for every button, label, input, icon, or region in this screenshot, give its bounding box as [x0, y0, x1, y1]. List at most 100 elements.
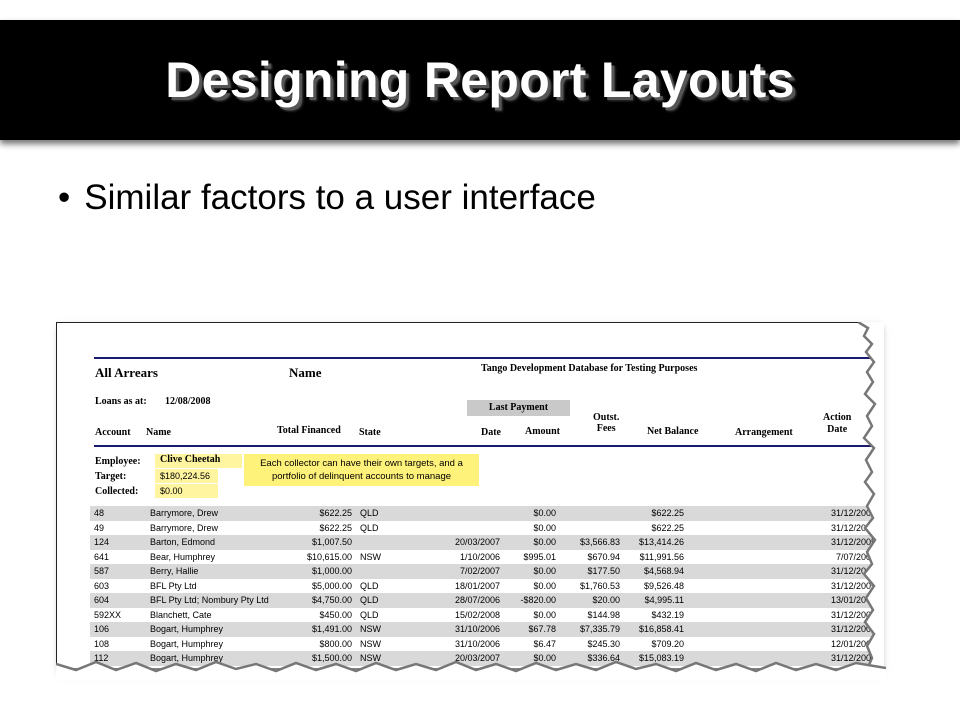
cell-financed: $1,000.00: [274, 564, 356, 579]
collected-value: $0.00: [155, 484, 218, 498]
cell-action: 31/12/2005: [830, 580, 876, 591]
cell-financed: $1,491.00: [274, 622, 356, 637]
cell-fees: [560, 521, 624, 536]
cell-name: Bogart, Humphrey: [146, 622, 274, 637]
cell-fees: $144.98: [587, 609, 620, 620]
col-amount: Amount: [525, 426, 561, 437]
cell-net: $709.20: [651, 638, 684, 649]
cell-action: 13/01/2005: [788, 593, 877, 608]
cell-action: 31/12/2005: [788, 651, 877, 666]
cell-state: QLD: [360, 609, 379, 620]
cell-amount: $0.00: [533, 609, 556, 620]
cell-name: BFL Pty Ltd; Nombury Pty Ltd: [146, 593, 274, 608]
cell-date: 20/03/2007: [442, 535, 504, 550]
cell-action: 31/12/2005: [830, 522, 876, 533]
cell-financed: $1,007.50: [274, 535, 356, 550]
table-row: 592XX Blanchett, Cate $450.00 QLD 15/02/2008…: [90, 608, 877, 623]
cell-fees: $3,566.83: [560, 535, 624, 550]
cell-arrangement: [688, 564, 788, 579]
employee-label: Employee:: [95, 456, 141, 467]
cell-amount: $6.47: [533, 638, 556, 649]
table-row: 49 Barrymore, Drew $622.25 QLD $0.00 $622.25 3…: [90, 521, 877, 536]
bullet-dot-icon: •: [58, 178, 71, 217]
table-row: 48 Barrymore, Drew $622.25 QLD $0.00 $622.25 3…: [90, 506, 877, 521]
cell-action: 31/12/2005: [830, 609, 876, 620]
cell-arrangement: [688, 651, 788, 666]
cell-net: $16,858.41: [624, 622, 688, 637]
cell-amount: $0.00: [504, 535, 560, 550]
cell-state: NSW: [360, 551, 381, 562]
cell-date: 1/10/2006: [459, 551, 500, 562]
cell-fees: $245.30: [587, 638, 620, 649]
cell-account: 48: [90, 506, 146, 521]
report-title: All Arrears: [95, 365, 158, 380]
cell-arrangement: [688, 550, 788, 565]
cell-account: 124: [90, 535, 146, 550]
cell-financed: $450.00: [319, 609, 352, 620]
last-payment-header: Last Payment: [467, 400, 570, 416]
col-total-financed: Total Financed: [277, 425, 341, 436]
table-row: 124 Barton, Edmond $1,007.50 20/03/2007 $0.0…: [90, 535, 877, 550]
cell-net: $15,083.19: [624, 651, 688, 666]
col-action-date: Action Date: [823, 412, 852, 435]
title-bar: [0, 20, 960, 140]
employee-value: Clive Cheetah: [155, 454, 242, 468]
cell-arrangement: [688, 593, 788, 608]
cell-fees: [560, 506, 624, 521]
col-arrangement: Arrangement: [735, 427, 793, 438]
cell-fees: $7,335.79: [560, 622, 624, 637]
torn-edge-right: [858, 322, 884, 672]
report-screenshot: All Arrears Name Tango Development Datab…: [56, 322, 886, 680]
cell-fees: $670.94: [587, 551, 620, 562]
cell-name: Bogart, Humphrey: [146, 651, 274, 666]
cell-name: Blanchett, Cate: [150, 609, 212, 620]
cell-name: BFL Pty Ltd: [150, 580, 197, 591]
cell-account: 49: [94, 522, 105, 533]
cell-net: $622.25: [624, 506, 688, 521]
cell-state: NSW: [360, 638, 381, 649]
cell-account: 587: [90, 564, 146, 579]
cell-name: Berry, Hallie: [146, 564, 274, 579]
cell-fees: $20.00: [560, 593, 624, 608]
cell-date: 18/01/2007: [454, 580, 500, 591]
cell-amount: $0.00: [504, 506, 560, 521]
bullet-text: Similar factors to a user interface: [84, 178, 596, 217]
target-label: Target:: [95, 471, 127, 482]
table-row: 641 Bear, Humphrey $10,615.00 NSW 1/10/2006 $…: [90, 550, 877, 565]
cell-name: Barrymore, Drew: [150, 522, 219, 533]
cell-arrangement: [688, 637, 788, 652]
cell-financed: $4,750.00: [274, 593, 356, 608]
cell-state: QLD: [356, 506, 442, 521]
cell-amount: $0.00: [533, 580, 556, 591]
cell-account: 112: [90, 651, 146, 666]
cell-name: Bear, Humphrey: [150, 551, 216, 562]
table-row: 112 Bogart, Humphrey $1,500.00 NSW 20/03/200…: [90, 651, 877, 666]
cell-action: 31/12/2005: [788, 535, 877, 550]
cell-net: $4,568.94: [624, 564, 688, 579]
cell-amount: $0.00: [504, 564, 560, 579]
col-account: Account: [95, 427, 131, 438]
cell-account: 108: [94, 638, 110, 649]
col-outst-fees: Outst. Fees: [593, 412, 620, 434]
cell-state: QLD: [360, 580, 379, 591]
cell-fees: $1,760.53: [579, 580, 620, 591]
cell-action: 12/01/2001: [830, 638, 876, 649]
cell-financed: $10,615.00: [306, 551, 352, 562]
cell-net: $622.25: [651, 522, 684, 533]
cell-date: 7/02/2007: [442, 564, 504, 579]
cell-fees: $177.50: [560, 564, 624, 579]
cell-date: 15/02/2008: [454, 609, 500, 620]
cell-account: 106: [90, 622, 146, 637]
cell-state: QLD: [356, 593, 442, 608]
cell-name: Barrymore, Drew: [146, 506, 274, 521]
col-net-balance: Net Balance: [647, 426, 699, 437]
cell-account: 592XX: [94, 609, 122, 620]
table-row: 106 Bogart, Humphrey $1,491.00 NSW 31/10/200…: [90, 622, 877, 637]
cell-arrangement: [688, 622, 788, 637]
cell-financed: $622.25: [319, 522, 352, 533]
cell-action: 31/12/2005: [788, 564, 877, 579]
cell-net: $11,991.56: [639, 551, 684, 562]
cell-amount: -$820.00: [504, 593, 560, 608]
bullet-item: • Similar factors to a user interface: [58, 178, 596, 218]
loans-as-at-label: Loans as at:: [95, 396, 147, 407]
